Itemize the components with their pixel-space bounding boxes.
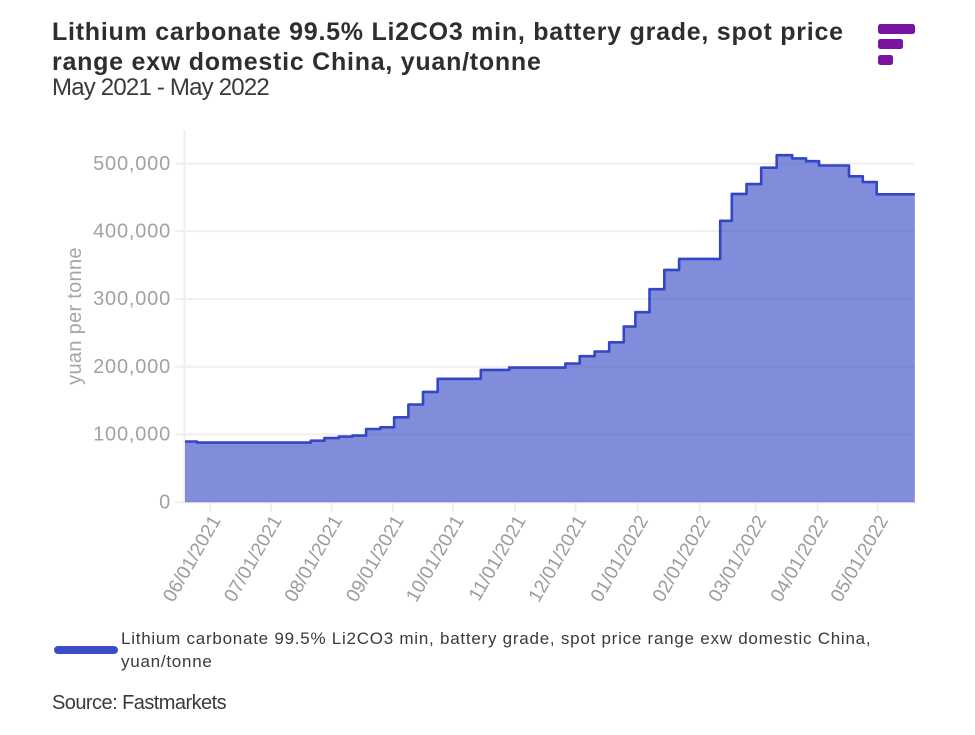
svg-text:12/01/2021: 12/01/2021 (525, 512, 591, 606)
svg-text:03/01/2022: 03/01/2022 (705, 512, 771, 606)
svg-text:02/01/2022: 02/01/2022 (649, 512, 715, 606)
svg-text:100,000: 100,000 (93, 424, 171, 446)
svg-text:08/01/2021: 08/01/2021 (281, 512, 347, 606)
svg-text:400,000: 400,000 (93, 221, 171, 243)
svg-text:07/01/2021: 07/01/2021 (220, 512, 286, 606)
svg-text:09/01/2021: 09/01/2021 (342, 512, 408, 606)
svg-text:300,000: 300,000 (93, 288, 171, 310)
svg-text:500,000: 500,000 (93, 153, 171, 175)
svg-text:200,000: 200,000 (93, 356, 171, 378)
svg-text:06/01/2021: 06/01/2021 (159, 512, 225, 606)
svg-text:05/01/2022: 05/01/2022 (827, 512, 893, 606)
svg-text:10/01/2021: 10/01/2021 (402, 512, 468, 606)
svg-text:0: 0 (159, 492, 171, 514)
svg-text:yuan per tonne: yuan per tonne (64, 247, 86, 385)
svg-text:01/01/2022: 01/01/2022 (587, 512, 653, 606)
svg-text:04/01/2022: 04/01/2022 (767, 512, 833, 606)
svg-text:11/01/2021: 11/01/2021 (465, 512, 531, 605)
